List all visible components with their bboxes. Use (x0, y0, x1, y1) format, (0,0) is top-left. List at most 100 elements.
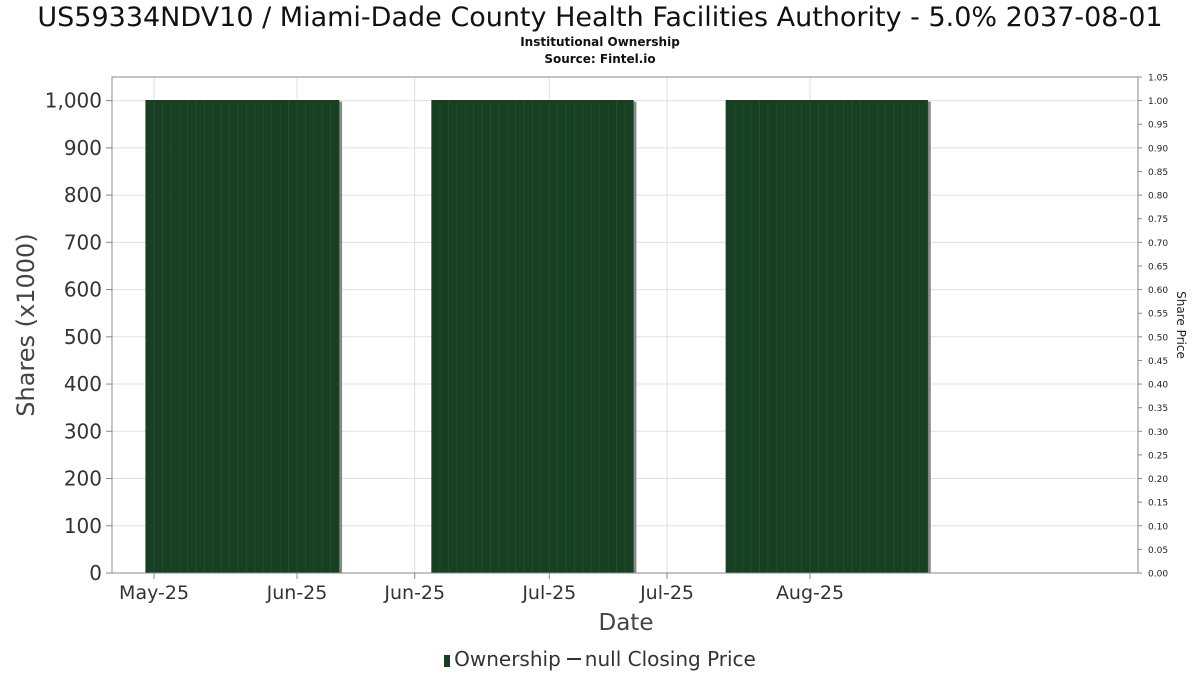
y2-tick-label: 0.95 (1148, 121, 1168, 131)
ownership-bar (523, 100, 533, 574)
ownership-bar (885, 100, 895, 574)
ownership-bar (557, 100, 567, 574)
legend: Ownership null Closing Price (0, 647, 1200, 671)
ownership-bar (473, 100, 483, 574)
ownership-bar (431, 100, 441, 574)
x-tick-label: Jul-25 (521, 582, 576, 604)
ownership-bar (498, 100, 508, 574)
y-axis-label: Shares (x1000) (12, 233, 40, 416)
y2-tick-label: 1.00 (1148, 97, 1168, 107)
ownership-bar (195, 100, 205, 574)
ownership-bar-shadow (339, 101, 343, 573)
ownership-bar (305, 100, 315, 574)
y2-tick-label: 0.40 (1148, 381, 1168, 391)
y-tick-label: 400 (64, 372, 102, 396)
ownership-bar (178, 100, 188, 574)
ownership-bar (767, 100, 777, 574)
plot-frame (111, 76, 1139, 574)
ownership-bar (759, 100, 769, 574)
ownership-bar (153, 100, 163, 574)
y-tick-label: 200 (64, 467, 102, 491)
y-axis-left: 0 100 200 300 400 500 600 700 800 900 1,000 (45, 89, 112, 585)
y-tick-label: 100 (64, 514, 102, 538)
ownership-bar (868, 100, 878, 574)
ownership-bar (448, 100, 458, 574)
ownership-bar (246, 100, 256, 574)
y2-tick-label: 0.25 (1148, 451, 1168, 461)
ownership-bar (826, 100, 836, 574)
chart-title: US59334NDV10 / Miami-Dade County Health … (37, 2, 1163, 33)
ownership-bar (330, 100, 340, 574)
ownership-bar (296, 100, 306, 574)
price-legend-swatch (566, 658, 581, 660)
y2-tick-label: 0.45 (1148, 357, 1168, 367)
ownership-bar (843, 100, 853, 574)
ownership-bar (456, 100, 466, 574)
y2-tick-label: 0.75 (1148, 215, 1168, 225)
bars-layer (145, 100, 931, 574)
ownership-bar (532, 100, 542, 574)
y-tick-label: 800 (64, 183, 102, 207)
ownership-bar (263, 100, 273, 574)
ownership-bar (187, 100, 197, 574)
y2-tick-label: 0.20 (1148, 475, 1168, 485)
ownership-bar (750, 100, 760, 574)
y-tick-label: 300 (64, 419, 102, 443)
ownership-bar (221, 100, 231, 574)
ownership-bar (162, 100, 172, 574)
y-tick-label: 700 (64, 230, 102, 254)
y2-tick-label: 0.30 (1148, 428, 1168, 438)
ownership-bar-shadow (633, 101, 637, 573)
ownership-bar (742, 100, 752, 574)
ownership-bar (776, 100, 786, 574)
chart-subtitle: Institutional Ownership (520, 35, 680, 49)
ownership-bar (481, 100, 491, 574)
ownership-bar (851, 100, 861, 574)
x-axis: May-25 Jun-25 Jun-25 Jul-25 Jul-25 Aug-25 (119, 573, 844, 604)
ownership-bar (490, 100, 500, 574)
ownership-bar (582, 100, 592, 574)
ownership-bar (801, 100, 811, 574)
ownership-bar (515, 100, 525, 574)
ownership-bar (170, 100, 180, 574)
ownership-bar (818, 100, 828, 574)
ownership-bar (902, 100, 912, 574)
ownership-bar (792, 100, 802, 574)
y-tick-label: 500 (64, 325, 102, 349)
chart-source: Source: Fintel.io (544, 52, 656, 66)
y2-tick-label: 0.05 (1148, 546, 1168, 556)
ownership-bar (591, 100, 601, 574)
ownership-bar (288, 100, 298, 574)
y2-tick-label: 0.90 (1148, 144, 1168, 154)
x-tick-label: Aug-25 (776, 582, 844, 604)
ownership-bar (784, 100, 794, 574)
y2-tick-label: 0.50 (1148, 333, 1168, 343)
y2-tick-label: 0.70 (1148, 239, 1168, 249)
ownership-bar (624, 100, 634, 574)
y-axis-right: 0.00 0.05 0.10 0.15 0.20 0.25 0.30 0.35 0.40 0.45… (1138, 74, 1168, 580)
ownership-bar (734, 100, 744, 574)
y2-tick-label: 0.00 (1148, 570, 1168, 580)
ownership-bar (229, 100, 239, 574)
ownership-bar (464, 100, 474, 574)
y-tick-label: 600 (64, 278, 102, 302)
y-tick-label: 1,000 (45, 89, 102, 113)
ownership-bar (616, 100, 626, 574)
x-tick-label: Jun-25 (383, 582, 445, 604)
y2-tick-label: 0.55 (1148, 310, 1168, 320)
x-axis-label: Date (599, 610, 654, 636)
ownership-bar (549, 100, 559, 574)
price-legend-label: null Closing Price (584, 647, 756, 671)
ownership-bar (506, 100, 516, 574)
ownership-bar (725, 100, 735, 574)
ownership-bar (565, 100, 575, 574)
ownership-bar (212, 100, 222, 574)
x-tick-label: Jul-25 (639, 582, 694, 604)
ownership-bar (439, 100, 449, 574)
x-tick-label: Jun-25 (266, 582, 328, 604)
ownership-bar (540, 100, 550, 574)
y2-axis-label: Share Price (1174, 291, 1188, 359)
ownership-bar (809, 100, 819, 574)
ownership-bar (910, 100, 920, 574)
